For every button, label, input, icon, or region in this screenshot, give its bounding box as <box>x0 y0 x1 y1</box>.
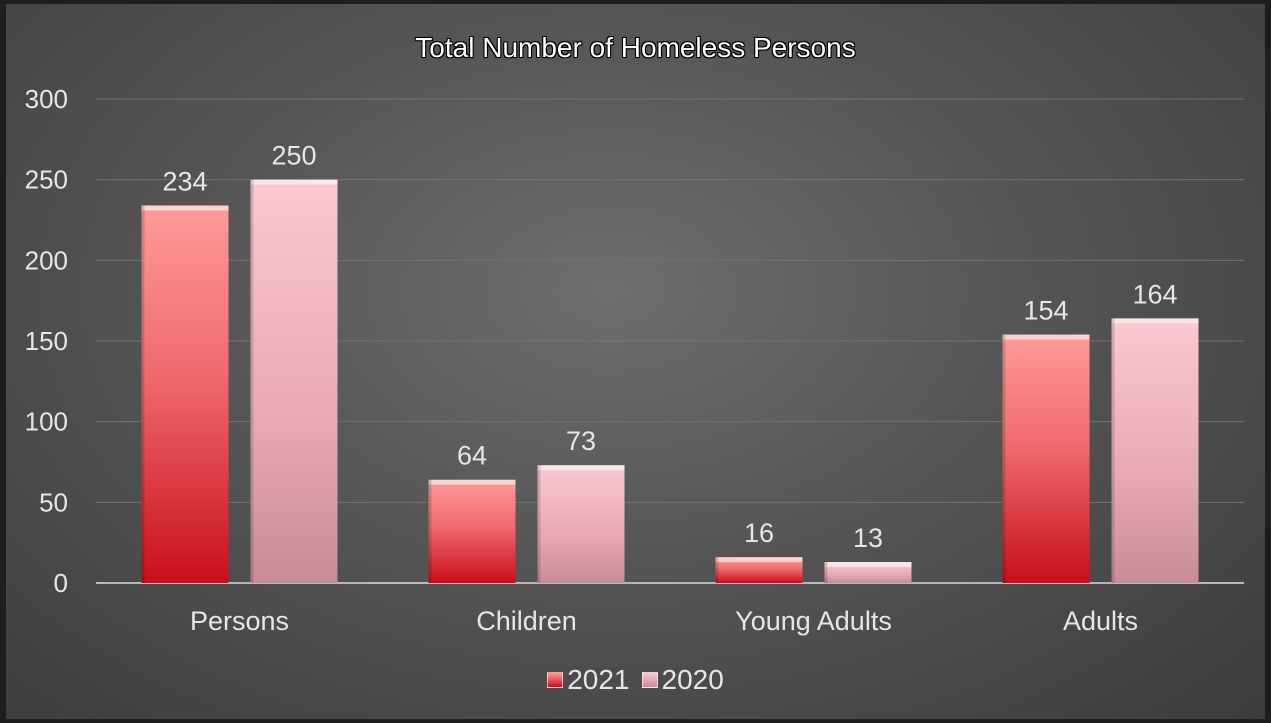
bar-highlight <box>428 479 516 485</box>
legend-label-2021: 2021 <box>567 664 630 695</box>
bar-highlight <box>537 465 625 471</box>
data-label: 13 <box>853 523 883 553</box>
category-label: Young Adults <box>735 606 892 636</box>
bar-highlight <box>250 179 338 185</box>
bar-2021-adults <box>1002 334 1090 583</box>
data-label: 164 <box>1132 279 1177 309</box>
data-labels: 234 250 64 73 16 13 154 164 <box>162 141 1177 553</box>
bar-2020-persons <box>250 179 338 583</box>
data-label: 250 <box>271 141 316 171</box>
bar-edge <box>250 179 254 583</box>
chart-area: Total Number of Homeless Persons 0 50 100 1… <box>6 4 1265 719</box>
data-label: 234 <box>162 166 207 196</box>
legend-swatch-2021 <box>547 672 564 688</box>
data-label: 16 <box>744 518 774 548</box>
y-tick-label: 250 <box>25 165 68 195</box>
category-label: Persons <box>190 606 289 636</box>
legend-label-2020: 2020 <box>661 664 724 695</box>
bar-edge <box>715 557 719 583</box>
bar-2020-adults <box>1111 318 1199 583</box>
bar-highlight <box>1111 318 1199 324</box>
y-tick-label: 0 <box>54 568 68 598</box>
data-label: 64 <box>457 441 487 471</box>
bar-2021-children <box>428 479 516 583</box>
bar-highlight <box>824 562 912 568</box>
y-tick-label: 100 <box>25 407 68 437</box>
bar-highlight <box>715 557 803 563</box>
bars <box>141 179 1199 584</box>
bar-edge <box>1002 334 1006 583</box>
data-label: 73 <box>566 426 596 456</box>
legend-item-2021: 2021 <box>547 664 630 696</box>
legend-item-2020: 2020 <box>641 664 724 696</box>
category-label: Adults <box>1063 606 1138 636</box>
bar-edge <box>428 479 432 583</box>
data-label: 154 <box>1023 296 1068 326</box>
x-axis: Persons Children Young Adults Adults <box>190 606 1138 636</box>
bar-edge <box>537 465 541 583</box>
y-tick-label: 200 <box>25 245 68 275</box>
category-label: Children <box>476 606 577 636</box>
bar-2020-children <box>537 465 625 583</box>
bar-2020-young-adults <box>824 562 912 583</box>
y-tick-label: 50 <box>39 487 68 517</box>
bar-edge <box>1111 318 1115 583</box>
legend-swatch-2020 <box>641 672 658 688</box>
chart-title: Total Number of Homeless Persons <box>415 32 856 63</box>
bar-2021-persons <box>141 205 229 584</box>
y-tick-label: 300 <box>25 84 68 114</box>
bar-edge <box>824 562 828 583</box>
bar-edge <box>141 205 145 584</box>
bar-highlight <box>141 205 229 211</box>
bar-highlight <box>1002 334 1090 340</box>
legend: 2021 2020 <box>6 664 1265 696</box>
y-tick-label: 150 <box>25 326 68 356</box>
